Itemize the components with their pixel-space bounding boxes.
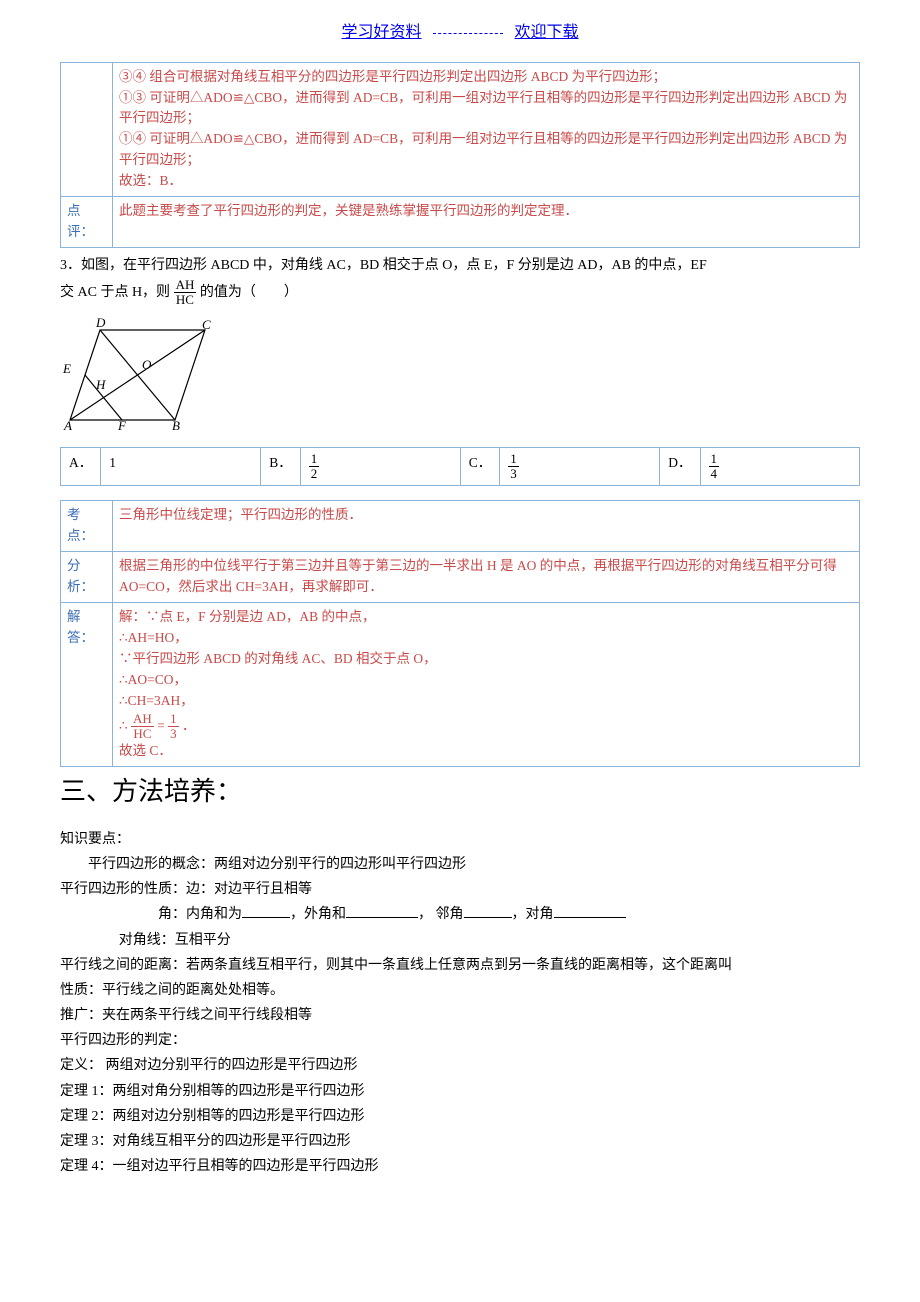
sol-line-3: ①④ 可证明△ADO≌△CBO，进而得到 AD=CB，可利用一组对边平行且相等的…	[119, 129, 853, 171]
label-O: O	[142, 357, 152, 372]
fenxi-text: 根据三角形的中位线平行于第三边并且等于第三边的一半求出 H 是 AO 的中点，再…	[113, 552, 860, 603]
opt-D-lbl: D．	[660, 447, 700, 486]
kn-p5: 平行线之间的距离：若两条直线互相平行，则其中一条直线上任意两点到另一条直线的距离…	[60, 953, 860, 978]
opt-C-den: 3	[508, 467, 519, 481]
opt-C-lbl: C．	[460, 447, 500, 486]
jieda-label: 解答：	[61, 603, 113, 767]
fenxi-label: 分析：	[61, 552, 113, 603]
opt-B-num: 1	[309, 452, 320, 467]
opt-A-lbl: A．	[61, 447, 101, 486]
jieda-l6: ∴ AH HC = 1 3 ．	[119, 712, 853, 742]
q3-line2-pre: 交 AC 于点 H，则	[60, 285, 170, 300]
parallelogram-diagram: D C E O H A F B	[60, 315, 860, 438]
label-F: F	[117, 418, 127, 430]
dianping-label: 点评：	[61, 197, 113, 248]
kn-p4: 对角线：互相平分	[60, 928, 860, 953]
jieda-l4: ∴AO=CO，	[119, 670, 853, 691]
q3-frac-num: AH	[174, 278, 197, 293]
jieda-f1-den: HC	[131, 727, 154, 741]
jieda-f2-den: 3	[168, 727, 179, 741]
solution-table-2: 考点： 三角形中位线定理；平行四边形的性质． 分析： 根据三角形的中位线平行于第…	[60, 500, 860, 767]
blank-4	[554, 904, 626, 918]
q3-line2-post: 的值为（ ）	[200, 285, 298, 300]
options-table: A． 1 B． 1 2 C． 1 3 D． 1 4	[60, 447, 860, 487]
opt-D-den: 4	[709, 467, 720, 481]
jieda-l6-post: ．	[182, 718, 196, 733]
kaodian-text: 三角形中位线定理；平行四边形的性质．	[113, 501, 860, 552]
sol-line-4: 故选：B．	[119, 171, 853, 192]
kn-p6: 性质：平行线之间的距离处处相等。	[60, 978, 860, 1003]
kn-p3: 角：内角和为 ，外角和 ， 邻角 ，对角	[60, 902, 860, 927]
opt-B-den: 2	[309, 467, 320, 481]
diagram-svg: D C E O H A F B	[60, 315, 220, 430]
label-C: C	[202, 317, 211, 332]
jieda-f1-num: AH	[131, 712, 154, 727]
kn-p1: 平行四边形的概念：两组对边分别平行的四边形叫平行四边形	[60, 852, 860, 877]
opt-C-val: 1 3	[500, 447, 660, 486]
sol-line-2: ①③ 可证明△ADO≌△CBO，进而得到 AD=CB，可利用一组对边平行且相等的…	[119, 88, 853, 130]
jieda-body: 解：∵点 E，F 分别是边 AD，AB 的中点， ∴AH=HO， ∵平行四边形 …	[113, 603, 860, 767]
label-E: E	[62, 361, 71, 376]
header-left-link[interactable]: 学习好资料	[341, 24, 421, 41]
q3-frac-den: HC	[174, 293, 197, 307]
jieda-l7: 故选 C．	[119, 741, 853, 762]
kaodian-label: 考点：	[61, 501, 113, 552]
q3-line1: 3．如图，在平行四边形 ABCD 中，对角线 AC，BD 相交于点 O，点 E，…	[60, 258, 707, 273]
blank-1	[242, 904, 290, 918]
label-H: H	[95, 377, 106, 392]
dianping-text: 此题主要考查了平行四边形的判定，关键是熟练掌握平行四边形的判定定理．	[113, 197, 860, 248]
question-3: 3．如图，在平行四边形 ABCD 中，对角线 AC，BD 相交于点 O，点 E，…	[60, 254, 860, 307]
kn-p11: 定理 2：两组对边分别相等的四边形是平行四边形	[60, 1104, 860, 1129]
sol-line-1: ③④ 组合可根据对角线互相平分的四边形是平行四边形判定出四边形 ABCD 为平行…	[119, 67, 853, 88]
label-D: D	[95, 315, 106, 330]
label-B: B	[172, 418, 180, 430]
kn-p7: 推广：夹在两条平行线之间平行线段相等	[60, 1003, 860, 1028]
solution-body: ③④ 组合可根据对角线互相平分的四边形是平行四边形判定出四边形 ABCD 为平行…	[113, 62, 860, 197]
kn-p9: 定义： 两组对边分别平行的四边形是平行四边形	[60, 1053, 860, 1078]
blank-2	[346, 904, 418, 918]
opt-D-num: 1	[709, 452, 720, 467]
header-right-link[interactable]: 欢迎下载	[515, 24, 579, 41]
opt-A-val: 1	[101, 447, 261, 486]
kn-p10: 定理 1：两组对角分别相等的四边形是平行四边形	[60, 1079, 860, 1104]
empty-cell	[61, 62, 113, 197]
kn-title: 知识要点：	[60, 827, 860, 852]
opt-D-val: 1 4	[700, 447, 859, 486]
opt-C-num: 1	[508, 452, 519, 467]
kn-p3-pre: 角：内角和为	[158, 907, 242, 922]
kn-p2: 平行四边形的性质：边：对边平行且相等	[60, 877, 860, 902]
jieda-l6-pre: ∴	[119, 718, 128, 733]
jieda-l2: ∴AH=HO，	[119, 628, 853, 649]
opt-B-lbl: B．	[261, 447, 301, 486]
jieda-l1: 解：∵点 E，F 分别是边 AD，AB 的中点，	[119, 607, 853, 628]
jieda-l3: ∵平行四边形 ABCD 的对角线 AC、BD 相交于点 O，	[119, 649, 853, 670]
jieda-f2-num: 1	[168, 712, 179, 727]
page-header: 学习好资料 欢迎下载	[60, 20, 860, 46]
kn-p12: 定理 3：对角线互相平分的四边形是平行四边形	[60, 1129, 860, 1154]
kn-p3-mid2: ， 邻角	[418, 907, 464, 922]
blank-3	[464, 904, 512, 918]
solution-table-1: ③④ 组合可根据对角线互相平分的四边形是平行四边形判定出四边形 ABCD 为平行…	[60, 62, 860, 248]
jieda-eq: =	[157, 718, 165, 733]
label-A: A	[63, 418, 72, 430]
jieda-l5: ∴CH=3AH，	[119, 691, 853, 712]
section-3-title: 三、方法培养：	[60, 771, 860, 813]
kn-p13: 定理 4：一组对边平行且相等的四边形是平行四边形	[60, 1154, 860, 1179]
knowledge-block: 知识要点： 平行四边形的概念：两组对边分别平行的四边形叫平行四边形 平行四边形的…	[60, 827, 860, 1180]
kn-p3-mid3: ，对角	[512, 907, 554, 922]
q3-fraction: AH HC	[174, 278, 197, 308]
opt-B-val: 1 2	[300, 447, 460, 486]
kn-p8: 平行四边形的判定：	[60, 1028, 860, 1053]
header-dash	[433, 33, 503, 34]
kn-p3-mid: ，外角和	[290, 907, 346, 922]
